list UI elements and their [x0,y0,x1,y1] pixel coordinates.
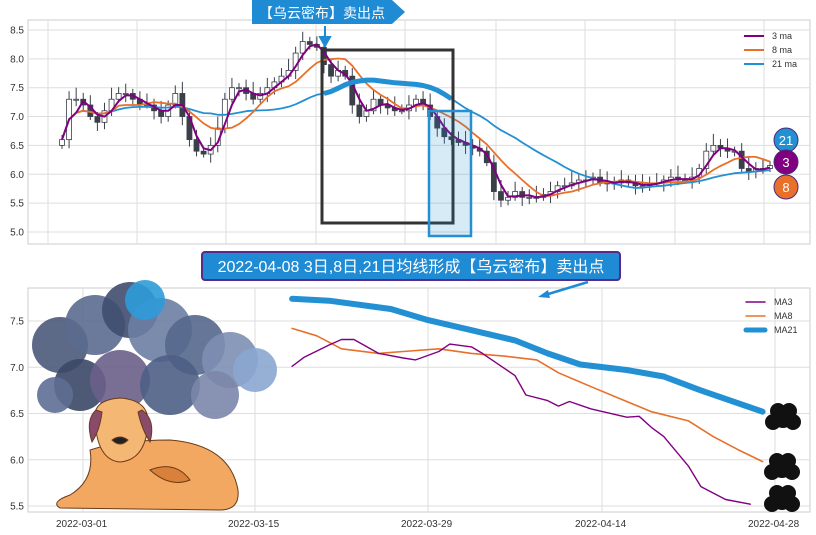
ma8-line [291,327,764,463]
legend-label: MA3 [774,297,793,307]
candle-body [328,64,334,77]
dark-cloud-icon [781,403,797,419]
y-tick-label: 7.5 [10,83,24,94]
dark-cloud-icon [780,485,796,501]
candle-body [299,41,306,54]
y-tick-label: 7.5 [10,317,24,328]
candle-body [526,196,533,199]
candle-body [229,87,235,100]
cloud-puff [37,377,73,413]
y-tick-label: 7.0 [10,112,24,123]
banner-shape [252,0,405,24]
y-tick-label: 6.5 [10,409,24,420]
candle-body [703,150,710,169]
legend-label: MA8 [774,311,793,321]
y-tick-label: 6.0 [10,455,24,466]
y-tick-label: 6.5 [10,141,24,152]
candle-body [370,98,377,112]
candlestick-chart: 5.0 5.5 6.0 6.5 7.0 7.5 8.0 8.5 【乌云密布】卖出点 3 ma 8 m… [10,0,811,245]
cloud-puff [233,348,277,392]
dog-body [56,439,239,511]
candle-body [94,116,101,123]
ma-badge-label: 21 [779,133,793,148]
candle-body [490,162,497,192]
dark-cloud-box [320,48,455,225]
candle-body [236,87,242,90]
dark-cloud-icon [780,453,796,469]
dark-cloud-icon [769,485,785,501]
cloud-puff [125,280,165,320]
cloud-puff [140,355,200,415]
pointer-arrow-icon [538,290,550,298]
candle-body [59,139,65,146]
candle-body [498,191,504,201]
x-tick-label: 2022-04-14 [575,519,627,530]
legend-label: 21 ma [772,59,797,69]
candle-body [73,98,80,101]
down-arrow-icon [318,26,332,49]
ma21-highlight [323,77,453,101]
dog-ear-right [137,409,153,444]
candle-body [200,150,207,155]
sell-point-box [427,109,473,238]
y-tick-label: 8.0 [10,54,24,65]
x-tick-label: 2022-03-15 [228,519,280,530]
y-tick-label: 5.5 [10,199,24,210]
dog-spot [149,466,191,483]
candle-body [710,144,717,152]
candle-body [193,139,200,152]
ma-badge [773,149,799,175]
chart-title: 2022-04-08 3日,8日,21日均线形成【乌云密布】卖出点 [218,258,605,276]
candle-body [115,93,122,100]
cloud-puff [191,371,239,419]
ma3-line [291,338,751,505]
dark-cloud-icon [769,453,785,469]
ma-badge [773,174,799,200]
dog-illustration [56,397,239,511]
dog-nose [111,436,129,445]
x-tick-label: 2022-03-01 [56,519,108,530]
dark-cloud-icon [770,403,786,419]
ma-badge-label: 8 [782,180,789,195]
plot-area [27,19,811,245]
y-tick-label: 5.5 [10,502,24,513]
ma-badge-label: 3 [782,155,789,170]
candle-body [356,104,363,117]
cloud-puff [90,350,150,410]
y-tick-label: 7.0 [10,363,24,374]
x-tick-label: 2022-04-28 [748,519,800,530]
banner-text: 【乌云密布】卖出点 [259,5,385,21]
ma3-line [61,43,771,199]
candle-body [306,41,313,45]
ma21-line [289,295,766,415]
legend-label: 8 ma [772,45,792,55]
legend-label: MA21 [774,325,798,335]
pointer-arrow-line [544,280,589,297]
y-tick-label: 5.0 [10,227,24,238]
title-banner [201,251,621,281]
x-tick-label: 2022-03-29 [401,519,453,530]
y-tick-label: 8.5 [10,26,24,37]
legend-label: 3 ma [772,31,792,41]
storm-cloud-illustration [32,280,277,419]
y-tick-label: 6.0 [10,170,24,181]
dog-ear-left [88,409,103,444]
